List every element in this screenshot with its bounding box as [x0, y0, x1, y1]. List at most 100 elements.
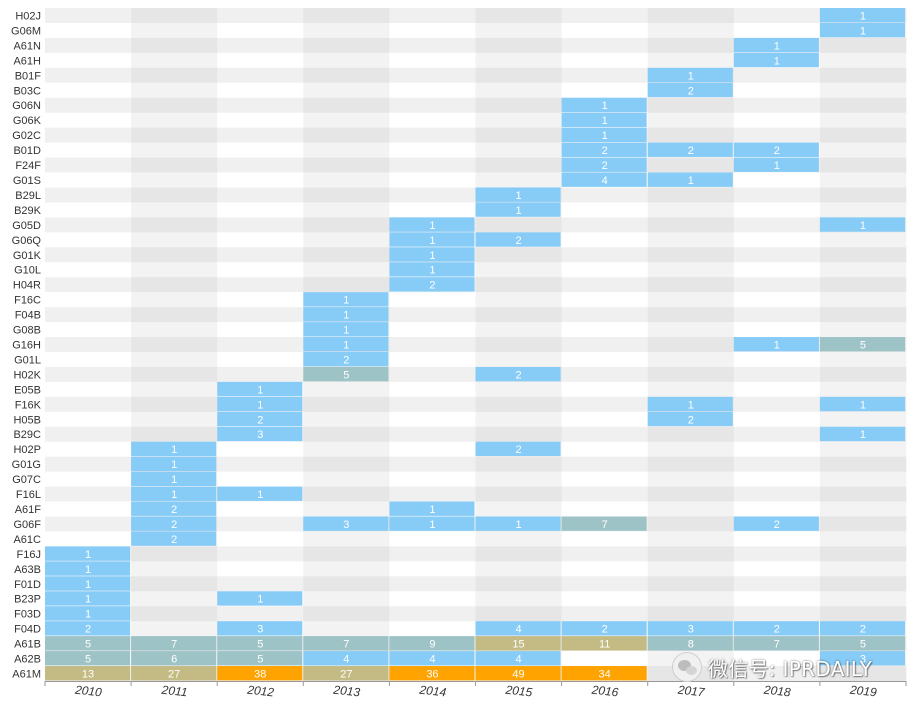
- bg-cell: [819, 82, 907, 99]
- cell-value-label: 5: [257, 639, 263, 651]
- cell-value-label: 1: [860, 429, 866, 441]
- bg-cell: [819, 67, 907, 84]
- bg-cell: [303, 97, 390, 113]
- row-label-g01l: G01L: [14, 354, 41, 366]
- bg-cell: [217, 217, 304, 233]
- bg-cell: [217, 142, 304, 158]
- bg-cell: [217, 546, 304, 562]
- bg-cell: [819, 142, 907, 158]
- heat-cell-f24f-2018: [733, 157, 819, 172]
- heat-cell-f04d-2015: [475, 621, 561, 636]
- cell-value-label: 2: [688, 145, 694, 157]
- row-label-g07c: G07C: [12, 474, 41, 486]
- bg-cell: [389, 411, 476, 428]
- cell-value-label: 1: [85, 594, 91, 606]
- heat-cell-a62b-2014: [389, 651, 475, 666]
- bg-cell: [647, 22, 735, 39]
- cell-value-label: 2: [515, 444, 521, 456]
- bg-cell: [475, 217, 562, 233]
- bg-cell: [303, 441, 390, 457]
- bg-cell: [45, 22, 132, 39]
- bg-cell: [131, 232, 218, 248]
- bg-cell: [131, 591, 218, 607]
- x-tick-label-2014: 2014: [418, 683, 447, 700]
- bg-cell: [733, 591, 821, 607]
- bg-cell: [389, 22, 476, 39]
- heat-cell-b23p-2010: [45, 591, 131, 606]
- bg-cell: [217, 157, 304, 173]
- bg-cell: [131, 576, 218, 592]
- cell-value-label: 2: [602, 624, 608, 636]
- row-label-g06q: G06Q: [12, 235, 42, 247]
- bg-cell: [819, 52, 907, 69]
- bg-cell: [733, 666, 821, 682]
- bg-cell: [733, 531, 821, 547]
- heat-cell-g05d-2019: [819, 217, 905, 232]
- bg-cell: [131, 22, 218, 39]
- bg-cell: [561, 486, 648, 502]
- bg-cell: [475, 322, 562, 338]
- bg-cell: [561, 381, 648, 398]
- bg-cell: [389, 97, 476, 113]
- heat-cell-g10l-2014: [389, 262, 475, 277]
- cell-value-label: 1: [171, 489, 177, 501]
- row-label-g06n: G06N: [12, 100, 41, 112]
- cell-value-label: 34: [599, 669, 611, 681]
- bg-cell: [647, 37, 735, 54]
- cell-value-label: 3: [860, 654, 866, 666]
- bg-cell: [217, 22, 304, 39]
- bg-cell: [217, 576, 304, 592]
- bg-cell: [819, 546, 907, 562]
- cell-value-label: 4: [515, 624, 521, 636]
- cell-value-label: 49: [512, 669, 524, 681]
- cell-value-label: 1: [429, 235, 435, 247]
- bg-cell: [217, 337, 304, 353]
- cell-value-label: 1: [860, 25, 866, 37]
- heat-cell-a61b-2014: [389, 636, 475, 651]
- bg-cell: [561, 471, 648, 487]
- bg-cell: [647, 546, 735, 562]
- bg-cell: [647, 606, 735, 622]
- cell-value-label: 1: [85, 579, 91, 591]
- heat-cell-a62b-2019: [819, 651, 905, 666]
- bg-cell: [647, 52, 735, 69]
- heat-cell-g16h-2019: [819, 337, 905, 352]
- bg-cell: [561, 217, 648, 233]
- row-label-h02p: H02P: [13, 444, 41, 456]
- bg-cell: [647, 8, 735, 24]
- bg-cell: [303, 456, 390, 472]
- bg-cell: [303, 217, 390, 233]
- bg-cell: [733, 187, 821, 203]
- bg-cell: [389, 621, 476, 637]
- cell-value-label: 1: [257, 399, 263, 411]
- bg-cell: [647, 591, 735, 607]
- heat-cell-g06f-2018: [733, 516, 819, 531]
- bg-cell: [303, 67, 390, 84]
- bg-cell: [819, 471, 907, 487]
- cell-value-label: 1: [602, 100, 608, 112]
- bg-cell: [389, 292, 476, 308]
- x-tick-label-2015: 2015: [504, 683, 533, 700]
- bg-cell: [303, 576, 390, 592]
- bg-cell: [217, 322, 304, 338]
- heat-cell-a61m-2010: [45, 666, 131, 681]
- bg-cell: [217, 501, 304, 517]
- heat-cell-b29c-2012: [217, 426, 303, 442]
- row-label-b29l: B29L: [15, 190, 41, 202]
- cell-value-label: 1: [257, 489, 263, 501]
- row-label-f24f: F24F: [15, 160, 41, 172]
- cell-value-label: 2: [515, 235, 521, 247]
- bg-cell: [475, 351, 562, 368]
- bg-cell: [217, 187, 304, 203]
- bg-cell: [389, 486, 476, 502]
- bg-cell: [303, 127, 390, 143]
- bg-cell: [45, 112, 132, 128]
- watermark-text: 微信号: IPRDAILY: [708, 656, 873, 681]
- bg-cell: [45, 337, 132, 353]
- row-label-h02k: H02K: [13, 369, 41, 381]
- bg-cell: [819, 292, 907, 308]
- bg-cell: [303, 37, 390, 54]
- row-label-a61b: A61B: [14, 639, 41, 651]
- bg-cell: [475, 561, 562, 577]
- bg-cell: [475, 172, 562, 188]
